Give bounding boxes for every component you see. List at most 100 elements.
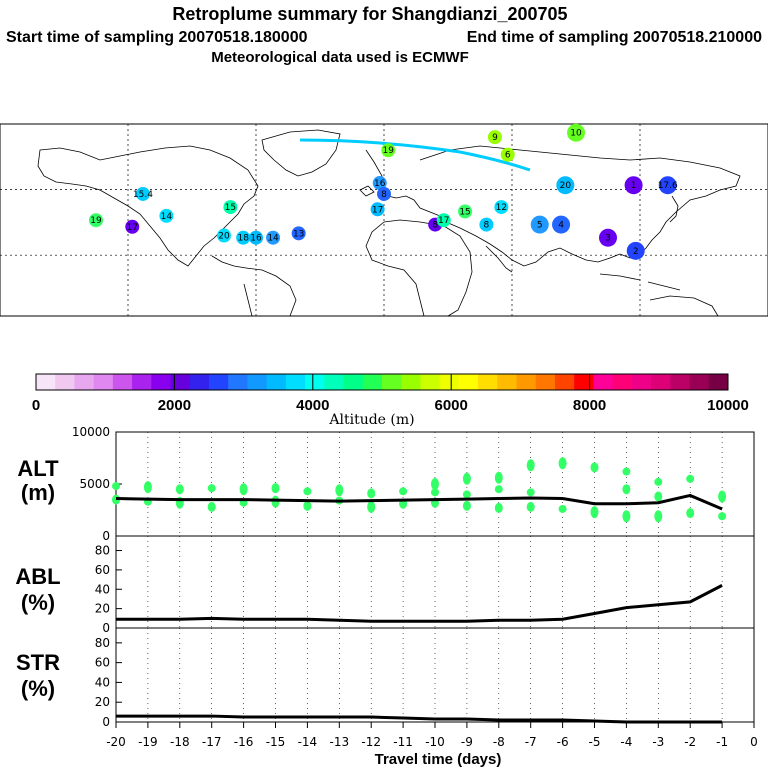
colorbar-tick-label: 6000 bbox=[435, 397, 468, 414]
x-tick-label: -17 bbox=[202, 735, 222, 749]
str-ytick-label: 0 bbox=[102, 715, 110, 729]
alt-scatter-point bbox=[335, 484, 344, 497]
plume-day-label: 10 bbox=[570, 129, 582, 139]
colorbar-cell bbox=[151, 374, 172, 390]
colorbar-cell bbox=[285, 374, 306, 390]
abl-ytick-label: 60 bbox=[95, 563, 110, 577]
x-tick-label: 0 bbox=[750, 735, 758, 749]
plume-dot bbox=[266, 230, 281, 245]
colorbar-cell bbox=[612, 374, 633, 390]
colorbar-cell bbox=[439, 374, 460, 390]
colorbar-frame bbox=[35, 373, 729, 391]
plume-dot bbox=[479, 217, 494, 232]
alt-scatter-point bbox=[207, 501, 216, 512]
plume-day-label: 16 bbox=[250, 234, 262, 244]
plume-dot bbox=[626, 241, 645, 260]
plume-dot bbox=[599, 228, 617, 247]
plume-dot bbox=[159, 208, 174, 223]
plume-day-label: 16 bbox=[374, 179, 386, 189]
colorbar-cell bbox=[266, 374, 287, 390]
colorbar-cell bbox=[535, 374, 556, 390]
alt-ytick-label: 5000 bbox=[79, 477, 110, 491]
alt-series-line bbox=[115, 493, 723, 511]
colorbar: 0 2000 4000 6000 8000 10000 Altitude (m) bbox=[32, 373, 749, 428]
colorbar-cell bbox=[651, 374, 671, 390]
alt-scatter-point bbox=[686, 508, 695, 519]
plume-day-label: 13 bbox=[293, 229, 304, 239]
plume-day-label: 2 bbox=[633, 247, 639, 257]
plume-day-label: 3 bbox=[605, 234, 611, 244]
abl-unit: (%) bbox=[21, 590, 55, 615]
plume-dot bbox=[236, 230, 251, 245]
alt-scatter-point bbox=[526, 501, 535, 512]
abl-ytick-label: 80 bbox=[95, 544, 110, 558]
str-ytick-label: 40 bbox=[95, 675, 110, 689]
colorbar-cell bbox=[401, 374, 421, 390]
colorbar-cell bbox=[132, 374, 152, 390]
x-tick-label: -19 bbox=[138, 735, 158, 749]
x-tick-label: -14 bbox=[298, 735, 318, 749]
alt-scatter-point bbox=[399, 487, 408, 496]
x-tick-label: -16 bbox=[234, 735, 254, 749]
abl-series-line bbox=[116, 584, 723, 623]
alt-scatter-point bbox=[686, 474, 695, 483]
plume-dot bbox=[458, 204, 473, 219]
plume-dot bbox=[567, 123, 585, 142]
x-tick-label: -11 bbox=[393, 735, 413, 749]
x-tick-label: -12 bbox=[361, 735, 381, 749]
alt-unit: (m) bbox=[21, 480, 55, 505]
alt-scatter-point bbox=[718, 490, 727, 503]
plume-dot bbox=[135, 186, 150, 201]
end-time-label: End time of sampling 20070518.210000 bbox=[467, 29, 762, 46]
alt-scatter-point bbox=[654, 491, 663, 502]
colorbar-cell bbox=[420, 374, 441, 390]
alt-scatter-point bbox=[494, 485, 503, 494]
colorbar-cell bbox=[478, 374, 498, 390]
str-ytick-label: 60 bbox=[95, 656, 110, 670]
plume-dot bbox=[370, 202, 385, 217]
alt-scatter-point bbox=[112, 482, 120, 491]
x-tick-label: -20 bbox=[106, 735, 126, 749]
alt-scatter-point bbox=[143, 481, 152, 494]
colorbar-cell bbox=[382, 374, 402, 390]
colorbar-cell bbox=[708, 374, 729, 390]
abl-ytick-label: 0 bbox=[102, 621, 110, 635]
colorbar-cell bbox=[574, 374, 594, 390]
alt-label: ALT bbox=[17, 456, 59, 481]
x-tick-label: -1 bbox=[716, 735, 728, 749]
colorbar-cell bbox=[55, 374, 75, 390]
plume-day-label: 18 bbox=[237, 234, 249, 244]
plume-dots bbox=[89, 123, 677, 260]
plume-dot bbox=[291, 226, 306, 241]
x-tick-label: -3 bbox=[652, 735, 664, 749]
alt-scatter-point bbox=[526, 459, 535, 472]
str-series-line bbox=[116, 714, 723, 724]
colorbar-cell bbox=[497, 374, 518, 390]
alt-scatter-point bbox=[462, 472, 471, 485]
plume-day-label: 8 bbox=[484, 221, 490, 231]
alt-scatter-point bbox=[431, 488, 439, 497]
plume-day-label: 19 bbox=[383, 146, 395, 156]
colorbar-cell bbox=[93, 374, 114, 390]
x-tick-label: -8 bbox=[493, 735, 505, 749]
plume-dot bbox=[89, 213, 103, 228]
abl-ytick-label: 40 bbox=[95, 582, 110, 596]
plume-dot bbox=[530, 215, 549, 234]
colorbar-cell bbox=[324, 374, 345, 390]
alt-scatter-point bbox=[271, 495, 280, 508]
plume-dot bbox=[377, 186, 391, 201]
x-tick-label: -9 bbox=[461, 735, 473, 749]
plume-dot bbox=[381, 143, 396, 158]
plume-day-label: 15.4 bbox=[133, 190, 153, 200]
plume-day-label: 1 bbox=[631, 181, 637, 191]
colorbar-cell bbox=[458, 374, 479, 390]
chart-title: Retroplume summary for Shangdianzi_20070… bbox=[172, 4, 567, 24]
x-axis-label: Travel time (days) bbox=[375, 751, 502, 768]
str-unit: (%) bbox=[21, 676, 55, 701]
plume-day-label: 17 bbox=[127, 223, 138, 233]
plume-dot bbox=[494, 200, 509, 215]
alt-ytick-label: 0 bbox=[102, 529, 110, 543]
